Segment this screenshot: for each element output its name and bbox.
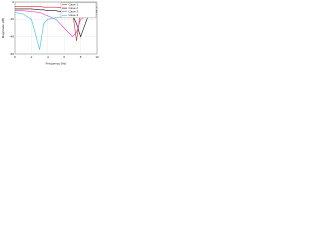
x-tick-label: 0 <box>14 55 16 59</box>
y-tick-label: 0 <box>12 0 14 4</box>
y-axis-label: Magnitude (dB) <box>1 18 5 39</box>
legend-label: Case 2 <box>69 6 79 10</box>
x-tick-label: 10 <box>95 55 99 59</box>
legend-label: Case 3 <box>69 9 79 13</box>
x-axis-label: Frequency (Hz) <box>46 61 67 65</box>
y-tick-label: -20 <box>10 17 15 21</box>
legend-box <box>60 2 97 19</box>
line-series <box>15 10 98 38</box>
line-series <box>15 8 98 38</box>
x-tick-label: 8 <box>80 55 82 59</box>
page: {"chart_data":{"type":"line","x_label":"… <box>0 0 100 67</box>
y-tick-label: -40 <box>10 34 15 38</box>
x-tick-label: 6 <box>63 55 65 59</box>
legend-label: Case 1 <box>69 2 79 6</box>
x-tick-label: 4 <box>47 55 49 59</box>
y-tick-label: -60 <box>10 52 15 56</box>
chart: Frequency (Hz) Magnitude (dB) -60 -40 -20 0… <box>1 0 99 65</box>
x-tick-label: 2 <box>31 55 33 59</box>
legend-label: Case 4 <box>69 13 79 17</box>
